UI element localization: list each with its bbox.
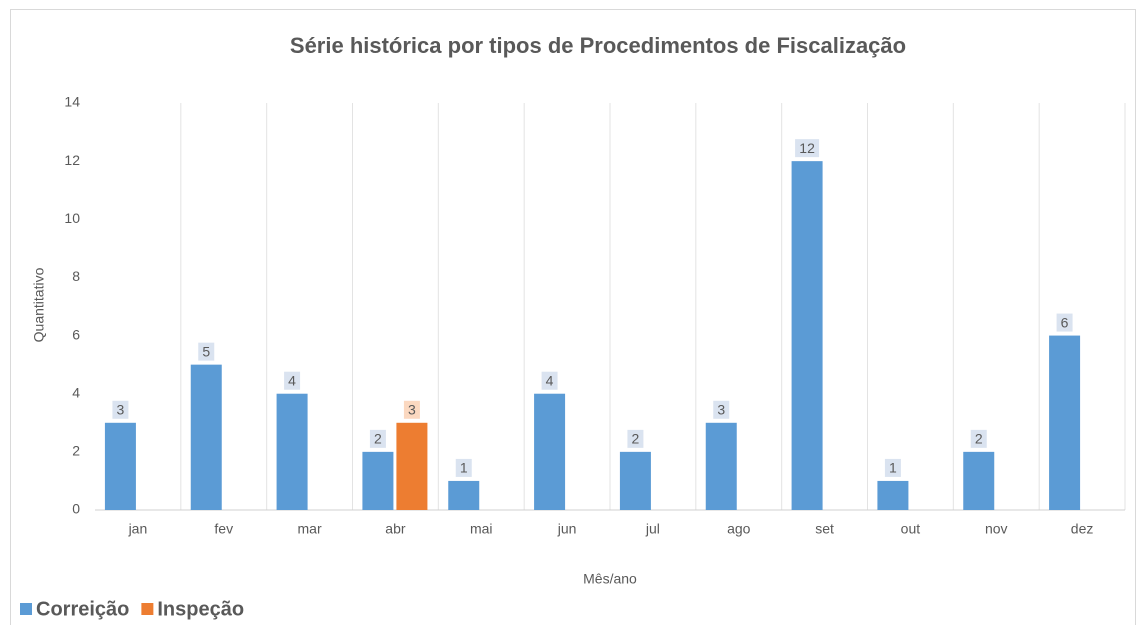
- data-label-bg: [455, 458, 472, 477]
- y-tick-label: 6: [72, 326, 80, 342]
- data-label: 4: [546, 372, 554, 388]
- data-label: 1: [460, 460, 468, 476]
- y-tick-label: 10: [64, 210, 80, 226]
- chart-border: [10, 9, 1136, 630]
- bar: [877, 480, 909, 510]
- chart-title: Série histórica por tipos de Procediment…: [290, 33, 906, 58]
- x-tick-label: out: [901, 521, 921, 537]
- y-tick-label: 12: [64, 152, 80, 168]
- data-label: 2: [374, 431, 382, 447]
- data-label-bg: [112, 400, 129, 419]
- data-label-bg: [403, 400, 420, 419]
- bar: [396, 422, 428, 510]
- y-tick-label: 8: [72, 268, 80, 284]
- x-tick-label: ago: [727, 521, 751, 537]
- bar: [448, 480, 480, 510]
- x-tick-label: dez: [1071, 521, 1094, 537]
- bar: [104, 422, 136, 510]
- data-label: 1: [889, 460, 897, 476]
- bar: [619, 451, 651, 510]
- data-label: 5: [202, 343, 210, 359]
- y-tick-label: 0: [72, 501, 80, 517]
- data-label-bg: [369, 429, 386, 448]
- y-tick-label: 2: [72, 443, 80, 459]
- data-label: 3: [408, 401, 416, 417]
- y-tick-label: 14: [64, 94, 80, 110]
- legend-label: Inspeção: [157, 598, 244, 620]
- bar: [1049, 335, 1081, 510]
- data-label: 6: [1061, 314, 1069, 330]
- bar: [190, 364, 222, 510]
- data-label-bg: [795, 139, 820, 158]
- data-label-bg: [284, 371, 301, 390]
- data-label-bg: [884, 458, 901, 477]
- y-tick-label: 4: [72, 384, 80, 400]
- legend-swatch: [20, 603, 32, 615]
- data-label: 12: [799, 140, 815, 156]
- data-label: 4: [288, 372, 296, 388]
- x-tick-label: jun: [557, 521, 577, 537]
- bar: [963, 451, 995, 510]
- data-label: 2: [975, 431, 983, 447]
- x-tick-label: nov: [985, 521, 1008, 537]
- data-label: 3: [117, 401, 125, 417]
- legend-label: Correição: [36, 598, 129, 620]
- x-tick-label: jul: [645, 521, 660, 537]
- x-tick-label: mai: [470, 521, 493, 537]
- data-label-bg: [541, 371, 558, 390]
- data-label-bg: [1056, 313, 1073, 332]
- data-label-bg: [198, 342, 215, 361]
- legend-swatch: [141, 603, 154, 615]
- x-tick-label: fev: [214, 521, 233, 537]
- x-axis-label: Mês/ano: [583, 571, 637, 587]
- bar: [791, 161, 823, 510]
- data-label: 3: [717, 401, 725, 417]
- x-tick-label: set: [815, 521, 834, 537]
- data-label: 2: [632, 431, 640, 447]
- data-label-bg: [713, 400, 730, 419]
- bar: [276, 393, 308, 510]
- x-tick-label: abr: [385, 521, 406, 537]
- x-tick-label: mar: [298, 521, 322, 537]
- data-label-bg: [627, 429, 644, 448]
- bar: [705, 422, 737, 510]
- data-label-bg: [970, 429, 987, 448]
- y-axis-label: Quantitativo: [31, 267, 47, 342]
- bar: [534, 393, 566, 510]
- bar: [362, 451, 394, 510]
- x-tick-label: jan: [128, 521, 148, 537]
